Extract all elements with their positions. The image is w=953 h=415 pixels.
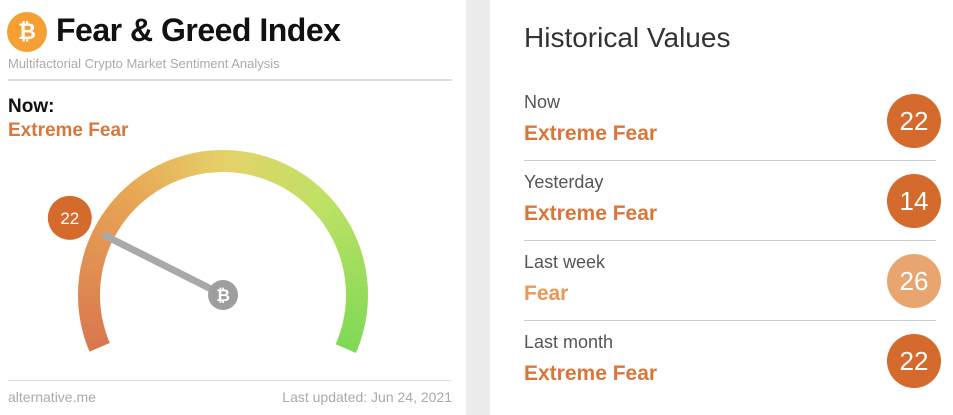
historical-title: Historical Values xyxy=(524,22,731,53)
subtitle: Multifactorial Crypto Market Sentiment A… xyxy=(8,56,280,71)
gauge-arc-segment xyxy=(185,152,201,177)
history-row: Yesterday Extreme Fear 14 xyxy=(524,162,941,242)
gauge-arc-segment xyxy=(298,180,321,204)
gauge-arc-segment xyxy=(82,326,107,343)
history-row: Now Extreme Fear 22 xyxy=(524,82,941,162)
gauge-arc-segment xyxy=(343,267,368,282)
divider xyxy=(524,240,936,241)
gauge-arc-segment xyxy=(142,168,163,193)
gauge-arc-segment xyxy=(134,173,156,198)
gauge-arc-segment xyxy=(329,223,355,243)
history-label: Last week xyxy=(524,252,606,272)
gauge: ₿ 22 xyxy=(47,150,368,354)
gauge-arc-segment xyxy=(254,154,272,180)
needle-hub xyxy=(208,280,238,310)
gauge-arc-segment xyxy=(82,247,107,264)
gauge-arc-segment xyxy=(127,179,149,203)
history-label: Last month xyxy=(524,332,614,352)
value-badge-text: 22 xyxy=(60,209,79,228)
bitcoin-icon: ₿ xyxy=(7,12,47,52)
gauge-arc-segment xyxy=(97,213,122,235)
fear-greed-panel: ₿ Fear & Greed Index Multifactorial Cryp… xyxy=(0,0,466,415)
gauge-arc-segment xyxy=(344,303,368,317)
history-row: Last month Extreme Fear 22 xyxy=(524,322,941,402)
gauge-arc-segment xyxy=(284,169,306,194)
history-classification: Extreme Fear xyxy=(524,122,658,145)
gauge-arc-segment xyxy=(80,256,105,272)
history-classification: Extreme Fear xyxy=(524,362,658,385)
gauge-arc-segment xyxy=(167,157,185,182)
divider xyxy=(524,320,936,321)
gauge-arc-segment xyxy=(85,334,110,352)
gauge-arc-segment xyxy=(107,198,132,221)
historical-panel: Historical Values Now Extreme Fear 22 Ye… xyxy=(490,0,953,415)
gauge-arc-segment xyxy=(239,151,253,175)
divider xyxy=(8,380,452,381)
gauge-arc xyxy=(78,150,368,354)
history-label: Now xyxy=(524,92,561,112)
history-value-badge: 22 xyxy=(887,334,941,388)
gauge-arc-segment xyxy=(339,249,364,266)
gauge-arc-segment xyxy=(158,160,178,185)
gauge-arc-segment xyxy=(79,310,103,325)
gauge-arc-segment xyxy=(113,191,137,215)
divider xyxy=(8,79,452,81)
gauge-arc-segment xyxy=(80,318,105,334)
gauge-arc-segment xyxy=(304,186,327,210)
history-row: Last week Fear 26 xyxy=(524,242,941,322)
gauge-arc-segment xyxy=(78,302,102,316)
history-label: Yesterday xyxy=(524,172,604,192)
gauge-arc-segment xyxy=(102,205,126,228)
gauge-arc-segment xyxy=(120,185,143,209)
last-updated: Last updated: Jun 24, 2021 xyxy=(282,389,452,405)
gauge-arc-segment xyxy=(335,335,360,354)
gauge-arc-segment xyxy=(341,319,365,336)
history-value-badge: 26 xyxy=(887,254,941,308)
gauge-arc-segment xyxy=(78,275,102,288)
gauge-arc-segment xyxy=(270,161,289,186)
gauge-arc-segment xyxy=(203,150,217,174)
now-classification: Extreme Fear xyxy=(8,120,129,141)
value-badge xyxy=(47,195,92,240)
gauge-arc-segment xyxy=(277,165,298,190)
gauge-arc-segment xyxy=(85,238,110,257)
gauge-arc-segment xyxy=(325,214,350,236)
history-value-badge: 22 xyxy=(887,94,941,148)
gauge-needle xyxy=(101,231,225,299)
gauge-arc-segment xyxy=(291,174,313,199)
now-label: Now: xyxy=(8,96,55,117)
gauge-arc-segment xyxy=(343,311,367,326)
gauge-arc-segment xyxy=(338,327,363,345)
gauge-arc-segment xyxy=(194,151,209,175)
gauge-arc-segment xyxy=(176,154,193,179)
gauge-arc-segment xyxy=(262,157,281,182)
bitcoin-icon: ₿ xyxy=(216,286,230,306)
gauge-arc-segment xyxy=(247,152,263,177)
gauge-arc-segment xyxy=(345,276,368,290)
divider xyxy=(524,160,936,161)
gauge-arc-segment xyxy=(79,266,103,280)
gauge-arc-segment xyxy=(336,240,362,258)
gauge-arc-segment xyxy=(333,231,358,250)
history-value-badge: 14 xyxy=(887,174,941,228)
gauge-arc-segment xyxy=(150,164,170,189)
gauge-arc-segment xyxy=(341,258,366,274)
source-link[interactable]: alternative.me xyxy=(8,389,96,405)
gauge-arc-segment xyxy=(310,192,334,216)
gauge-arc-segment xyxy=(315,199,340,222)
history-classification: Fear xyxy=(524,282,569,305)
history-classification: Extreme Fear xyxy=(524,202,658,225)
gauge-arc-segment xyxy=(230,150,244,174)
gauge-arc-segment xyxy=(320,207,345,229)
page-title: Fear & Greed Index xyxy=(56,12,341,48)
